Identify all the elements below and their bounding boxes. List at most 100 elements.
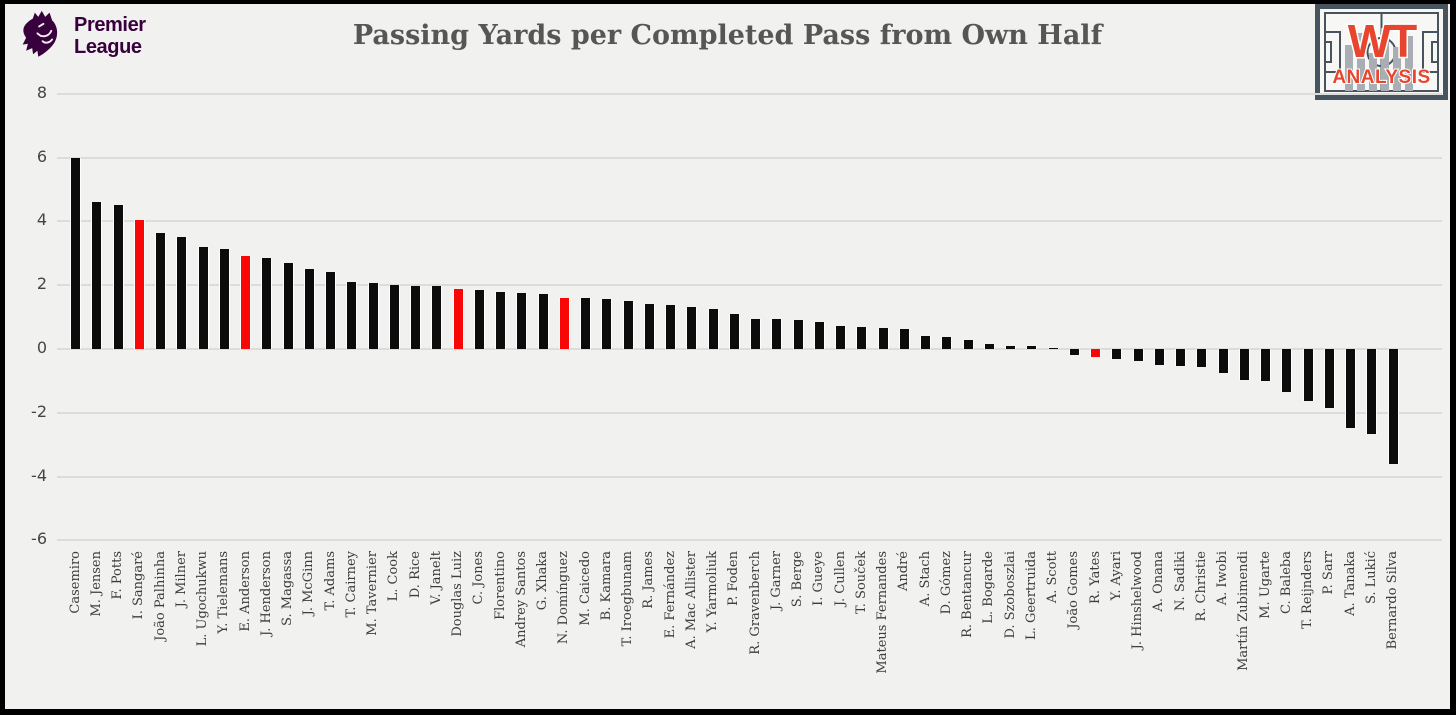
bar: [1218, 349, 1228, 373]
x-axis-label: T. Adams: [322, 551, 338, 611]
x-axis-label: T. Iroegbunam: [620, 551, 636, 647]
x-axis-label: Andrey Santos: [513, 551, 529, 648]
x-axis-label: S. Magassa: [280, 551, 296, 626]
x-axis-label: A. Tanaka: [1342, 551, 1358, 616]
gridline: [57, 92, 1442, 95]
x-axis-label: A. Mac Allister: [683, 551, 699, 649]
bar: [836, 326, 846, 349]
x-axis-label: J. Cullen: [832, 551, 848, 607]
bar: [411, 285, 421, 349]
bar: [1006, 346, 1016, 349]
x-axis-label: M. Jensen: [88, 551, 104, 617]
bar: [899, 328, 909, 349]
x-axis-label: L. Ugochukwu: [195, 551, 211, 647]
x-axis-label: Martín Zubimendi: [1236, 551, 1252, 671]
x-axis-label: João Palhinha: [152, 551, 168, 641]
wt-analysis-bars-silhouette: [1345, 28, 1413, 91]
bar: [517, 292, 527, 349]
bar: [878, 327, 888, 349]
bar: [219, 248, 229, 349]
x-axis-label: I. Sangaré: [131, 551, 147, 620]
x-axis-label: E. Fernández: [662, 551, 678, 639]
bar: [1197, 349, 1207, 368]
x-axis-label: M. Caicedo: [577, 551, 593, 626]
x-axis-label: A. Onana: [1151, 551, 1167, 612]
bar: [156, 232, 165, 349]
bar: [942, 336, 952, 349]
bar: [92, 202, 102, 349]
bar: [198, 246, 208, 349]
x-axis-label: R. Yates: [1087, 551, 1103, 604]
bar: [113, 205, 123, 349]
premier-league-lion-icon: [22, 10, 58, 57]
bar: [1069, 349, 1079, 356]
bar: [857, 326, 867, 349]
bar: [347, 282, 357, 349]
x-axis-label: G. Xhaka: [535, 551, 551, 611]
x-axis-label: Douglas Luiz: [450, 551, 466, 637]
bar: [538, 293, 548, 349]
bar: [772, 319, 782, 349]
x-axis-label: B. Kamara: [598, 551, 614, 621]
gridline: [57, 475, 1442, 478]
x-axis-label: J. Henderson: [258, 551, 274, 636]
bar: [241, 255, 251, 349]
gridline: [57, 348, 1442, 350]
bar: [304, 268, 314, 349]
bar: [474, 289, 484, 349]
wt-analysis-logo: WT ANALYSIS: [1315, 4, 1448, 104]
bar: [963, 340, 973, 349]
x-axis-label: Florentino: [492, 551, 508, 620]
x-axis-label: R. Gravenberch: [747, 551, 763, 655]
gridline: [57, 156, 1442, 159]
x-axis-label: T. Reijnders: [1300, 551, 1316, 629]
x-axis-label: D. Szoboszlai: [1002, 551, 1018, 639]
wt-analysis-text-analysis: ANALYSIS: [1332, 67, 1430, 88]
x-axis-label: E. Anderson: [237, 551, 253, 632]
bar: [453, 288, 463, 349]
premier-league-wordmark: Premier League: [74, 14, 146, 58]
bar: [708, 309, 718, 349]
x-axis-label: J. Garner: [768, 551, 784, 611]
bar: [496, 291, 506, 349]
bar: [623, 300, 633, 349]
bar: [793, 319, 803, 349]
x-axis-label: R. James: [641, 551, 657, 609]
x-axis-label: J. Milner: [173, 551, 189, 608]
bar: [602, 299, 612, 349]
bar: [814, 321, 824, 349]
x-axis-label: A. Scott: [1045, 551, 1061, 604]
bar: [984, 344, 994, 349]
bar: [666, 304, 676, 349]
x-axis-label: T. Cairney: [343, 551, 359, 618]
y-tick-label: 0: [36, 338, 47, 357]
gridline: [57, 539, 1442, 542]
x-axis-label: J. Hinshelwood: [1130, 551, 1146, 650]
bar: [1154, 349, 1164, 365]
bar: [1261, 349, 1271, 381]
x-axis-label: M. Ugarte: [1257, 551, 1273, 619]
x-axis-label: André: [896, 551, 912, 591]
gridline: [57, 220, 1442, 223]
x-axis-label: J. McGinn: [301, 551, 317, 616]
x-axis-label: T. Souček: [853, 551, 869, 614]
x-axis-label: D. Gómez: [938, 551, 954, 615]
x-axis-label: C. Jones: [471, 551, 487, 605]
bar: [368, 283, 378, 349]
x-axis-label: Bernardo Silva: [1385, 551, 1401, 650]
bar: [432, 286, 442, 349]
wt-analysis-pitch-icon: WT ANALYSIS: [1315, 4, 1448, 100]
bar: [1048, 348, 1058, 349]
x-axis-label: R. Christie: [1193, 551, 1209, 622]
x-axis-label: D. Rice: [407, 551, 423, 599]
x-axis-label: Casemiro: [67, 551, 83, 614]
x-axis-label: L. Bogarde: [981, 551, 997, 624]
bar: [177, 237, 187, 349]
y-tick-label: 6: [36, 146, 47, 166]
bar: [1239, 349, 1249, 381]
bar: [687, 306, 697, 349]
wt-analysis-text-wt: WT: [1348, 15, 1417, 67]
y-tick-label: 2: [36, 274, 47, 294]
x-axis-label: A. Iwobi: [1215, 551, 1231, 606]
